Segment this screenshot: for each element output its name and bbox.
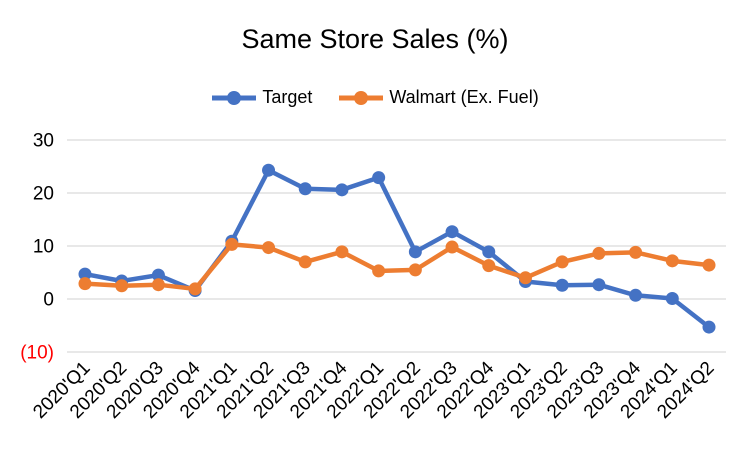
data-point-walmart	[592, 246, 606, 260]
data-point-walmart	[629, 245, 643, 259]
data-point-walmart	[335, 245, 349, 259]
data-point-walmart	[482, 259, 496, 273]
series-line-target	[82, 167, 712, 330]
data-point-walmart	[298, 255, 312, 269]
data-point-walmart	[115, 279, 129, 293]
legend-item-walmart: Walmart (Ex. Fuel)	[338, 87, 539, 108]
y-axis-tick-label: 30	[33, 131, 54, 152]
line-marker-icon	[339, 90, 384, 105]
data-point-target	[298, 182, 312, 196]
data-point-target	[592, 278, 606, 292]
data-point-walmart	[665, 254, 679, 268]
chart-title: Same Store Sales (%)	[241, 24, 509, 54]
data-point-walmart	[78, 277, 92, 291]
data-point-target	[482, 245, 496, 259]
data-point-target	[665, 291, 679, 305]
y-axis-tick-label: 10	[33, 237, 54, 258]
data-point-walmart	[225, 237, 239, 251]
y-axis-tick-label: 20	[33, 184, 54, 205]
legend-label-walmart: Walmart (Ex. Fuel)	[389, 87, 539, 107]
data-point-walmart	[555, 255, 569, 269]
data-point-walmart	[188, 282, 202, 296]
data-point-walmart	[518, 271, 532, 285]
chart-legend: Target Walmart (Ex. Fuel)	[0, 87, 750, 108]
legend-item-target: Target	[211, 87, 312, 108]
data-point-walmart	[408, 263, 422, 277]
data-point-target	[445, 225, 459, 239]
y-axis-tick-label: 0	[43, 290, 54, 311]
line-marker-icon	[212, 90, 257, 105]
data-point-target	[629, 288, 643, 302]
data-point-walmart	[372, 264, 386, 278]
data-point-target	[408, 245, 422, 259]
data-point-target	[555, 278, 569, 292]
data-point-walmart	[151, 278, 165, 292]
data-point-target	[335, 183, 349, 197]
data-point-target	[702, 320, 716, 334]
data-point-walmart	[702, 258, 716, 272]
data-point-target	[151, 268, 165, 282]
data-point-walmart	[262, 241, 276, 255]
data-point-target	[78, 267, 92, 281]
data-point-target	[372, 171, 386, 185]
y-axis-tick-label: (10)	[20, 343, 54, 364]
data-point-target	[262, 163, 276, 177]
legend-label-target: Target	[262, 87, 313, 107]
data-point-walmart	[445, 240, 459, 254]
